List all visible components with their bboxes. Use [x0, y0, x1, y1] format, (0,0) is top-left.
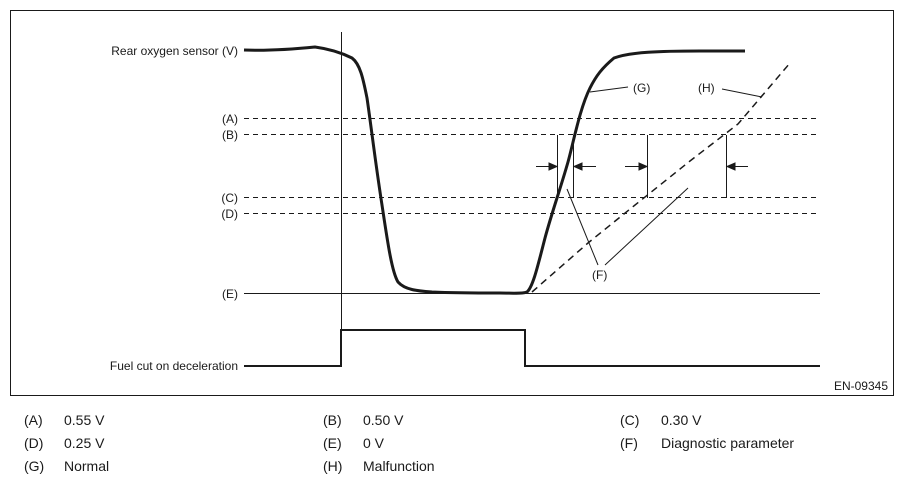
legend-value: Normal	[64, 458, 110, 474]
sensor-axis-label: Rear oxygen sensor (V)	[111, 44, 238, 58]
legend-value: Diagnostic parameter	[661, 435, 795, 451]
level-label-c: (C)	[221, 191, 238, 205]
legend-value: 0.30 V	[661, 412, 702, 428]
leader-line-f-malfunction	[604, 187, 689, 266]
fuel-cut-axis-label: Fuel cut on deceleration	[110, 359, 238, 373]
legend-key: (H)	[323, 458, 343, 474]
malfunction-bracket-arrow-right	[725, 162, 736, 171]
legend-value: 0 V	[363, 435, 385, 451]
normal-bracket-arrow-left	[548, 162, 559, 171]
oxygen-sensor-diagram: Rear oxygen sensor (V) Fuel cut on decel…	[10, 10, 894, 396]
leader-line-g	[589, 86, 629, 93]
malfunction-bracket-arrow-left	[638, 162, 649, 171]
legend-key: (E)	[323, 435, 342, 451]
normal-bracket-arrow-right	[572, 162, 583, 171]
leader-line-f-normal	[566, 188, 599, 266]
callout-f: (F)	[592, 268, 607, 282]
legend-value: 0.55 V	[64, 412, 105, 428]
callout-g: (G)	[633, 81, 650, 95]
legend-key: (A)	[24, 412, 43, 428]
legend-value: 0.25 V	[64, 435, 105, 451]
legend-key: (D)	[24, 435, 44, 451]
legend-value: Malfunction	[363, 458, 435, 474]
malfunction-sensor-curve	[531, 62, 791, 293]
legend-key: (F)	[620, 435, 638, 451]
diagram-frame	[10, 10, 894, 396]
level-label-a: (A)	[222, 112, 238, 126]
legend-key: (B)	[323, 412, 342, 428]
figure-id: EN-09345	[834, 379, 888, 393]
normal-sensor-curve	[243, 45, 745, 295]
fuel-cut-signal	[244, 329, 820, 367]
level-label-e: (E)	[222, 287, 238, 301]
leader-line-h	[721, 88, 763, 98]
level-label-b: (B)	[222, 128, 238, 142]
level-label-d: (D)	[221, 207, 238, 221]
legend-key: (G)	[24, 458, 45, 474]
legend-key: (C)	[620, 412, 640, 428]
legend: (A) 0.55 V (B) 0.50 V (C) 0.30 V (D) 0.2…	[0, 410, 904, 484]
legend-value: 0.50 V	[363, 412, 404, 428]
callout-h: (H)	[698, 81, 715, 95]
